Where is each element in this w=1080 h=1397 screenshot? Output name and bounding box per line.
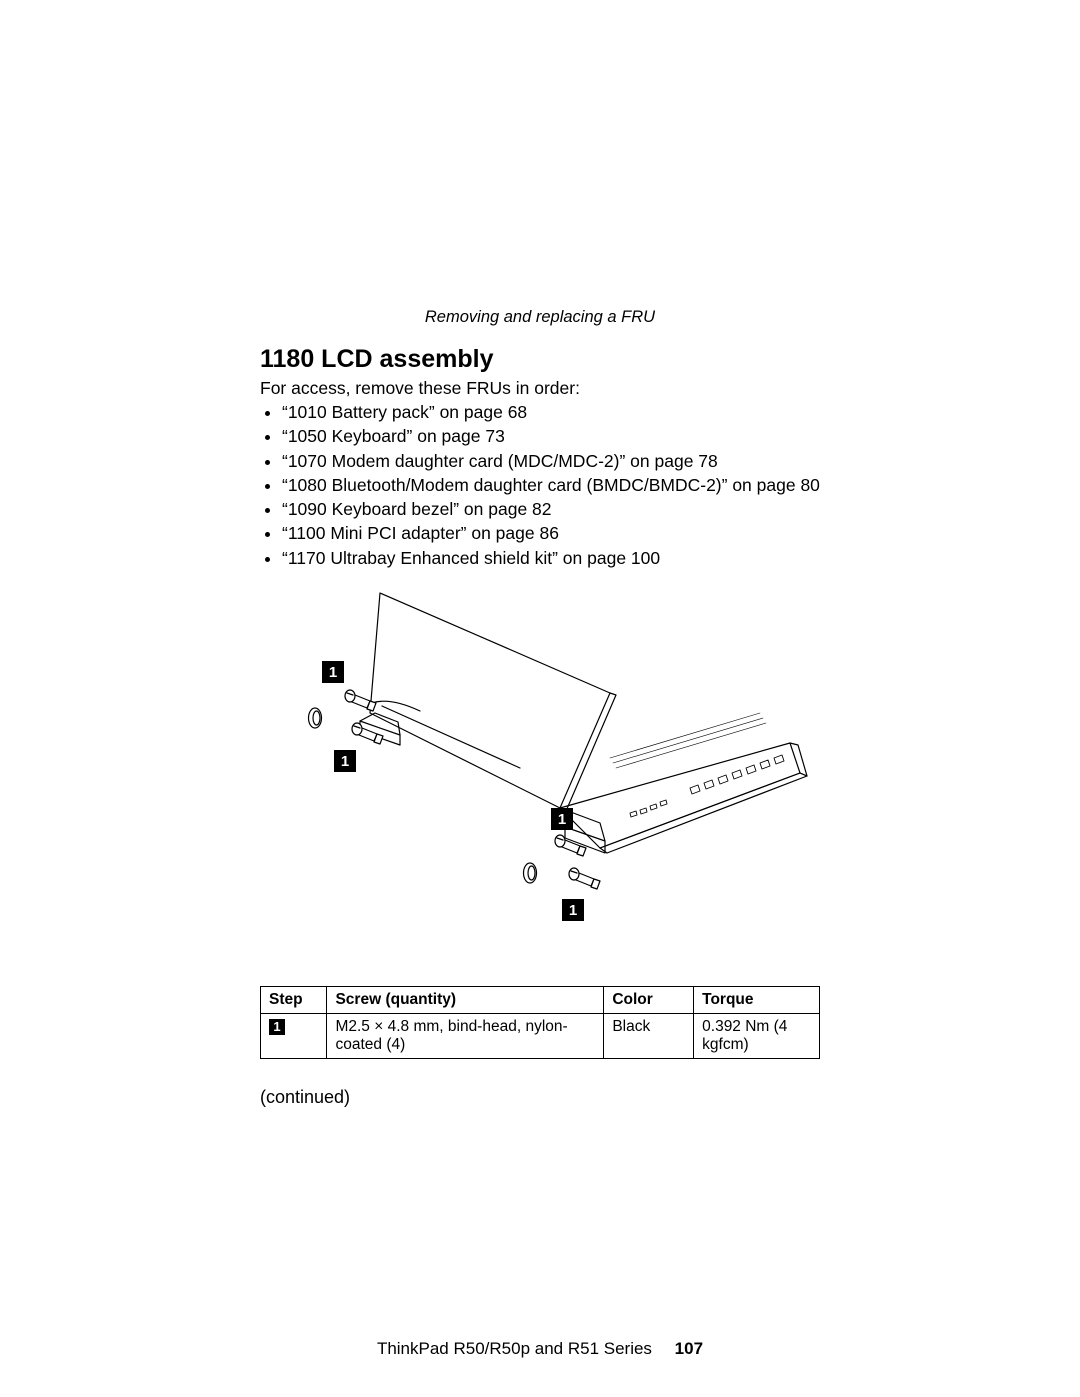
svg-text:1: 1 <box>329 664 337 681</box>
th-screw: Screw (quantity) <box>327 987 604 1014</box>
fru-item: “1090 Keyboard bezel” on page 82 <box>282 498 820 521</box>
screw-table: Step Screw (quantity) Color Torque 1 M2.… <box>260 986 820 1059</box>
content-area: 1180 LCD assembly For access, remove the… <box>260 345 820 1108</box>
fru-list: “1010 Battery pack” on page 68 “1050 Key… <box>260 401 820 569</box>
table-row: 1 M2.5 × 4.8 mm, bind-head, nylon-coated… <box>261 1014 820 1059</box>
fru-item: “1080 Bluetooth/Modem daughter card (BMD… <box>282 474 820 497</box>
svg-text:1: 1 <box>341 753 349 770</box>
td-torque: 0.392 Nm (4 kgfcm) <box>694 1014 820 1059</box>
section-title: 1180 LCD assembly <box>260 345 820 374</box>
td-color: Black <box>604 1014 694 1059</box>
th-step: Step <box>261 987 327 1014</box>
fru-item: “1070 Modem daughter card (MDC/MDC-2)” o… <box>282 450 820 473</box>
fru-item: “1010 Battery pack” on page 68 <box>282 401 820 424</box>
step-callout-icon: 1 <box>269 1019 285 1035</box>
lcd-assembly-figure: 1 1 1 1 <box>260 583 820 968</box>
svg-text:1: 1 <box>558 811 566 828</box>
footer-book-title: ThinkPad R50/R50p and R51 Series <box>377 1339 652 1358</box>
table-header-row: Step Screw (quantity) Color Torque <box>261 987 820 1014</box>
fru-item: “1050 Keyboard” on page 73 <box>282 425 820 448</box>
svg-text:1: 1 <box>569 902 577 919</box>
th-color: Color <box>604 987 694 1014</box>
td-screw: M2.5 × 4.8 mm, bind-head, nylon-coated (… <box>327 1014 604 1059</box>
th-torque: Torque <box>694 987 820 1014</box>
page: Removing and replacing a FRU 1180 LCD as… <box>0 0 1080 1397</box>
running-header: Removing and replacing a FRU <box>260 308 820 327</box>
page-footer: ThinkPad R50/R50p and R51 Series 107 <box>0 1339 1080 1359</box>
fru-item: “1100 Mini PCI adapter” on page 86 <box>282 522 820 545</box>
td-step: 1 <box>261 1014 327 1059</box>
footer-page-number: 107 <box>675 1339 703 1358</box>
continued-note: (continued) <box>260 1087 820 1108</box>
fru-item: “1170 Ultrabay Enhanced shield kit” on p… <box>282 547 820 570</box>
intro-paragraph: For access, remove these FRUs in order: <box>260 378 820 399</box>
